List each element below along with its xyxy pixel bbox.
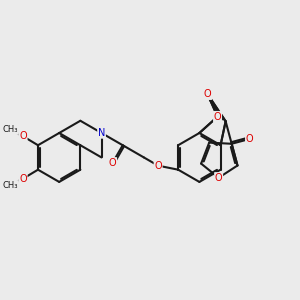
Text: N: N (98, 128, 105, 138)
Text: O: O (19, 131, 27, 141)
Text: O: O (204, 89, 212, 99)
Text: O: O (214, 112, 221, 122)
Text: CH₃: CH₃ (3, 125, 18, 134)
Text: CH₃: CH₃ (3, 181, 18, 190)
Text: O: O (246, 134, 253, 144)
Text: O: O (19, 174, 27, 184)
Text: O: O (215, 173, 222, 183)
Text: O: O (109, 158, 116, 168)
Text: O: O (154, 161, 162, 171)
